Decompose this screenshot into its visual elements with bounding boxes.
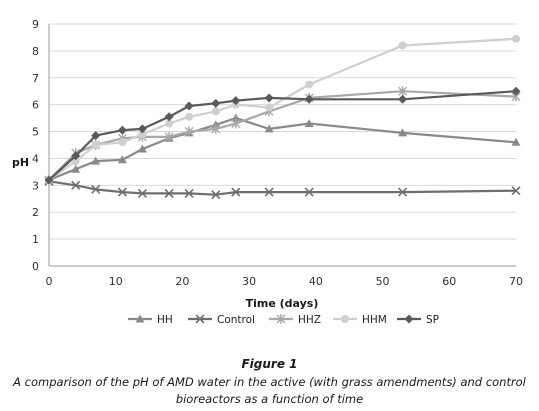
legend-label-hhz: HHZ [298,314,321,326]
legend-swatch-marker [341,315,349,323]
data-point-sp [511,86,521,96]
data-point-hh [398,128,408,137]
legend-item-hhm: HHM [333,314,387,326]
data-point-hhm [91,141,100,149]
axes [48,24,516,267]
data-point-sp [211,98,221,108]
data-point-hhm [165,119,174,128]
data-point-control [71,180,81,190]
data-point-hh [304,118,314,127]
y-tick-label: 0 [32,260,39,273]
figure-description: A comparison of the pH of AMD water in t… [13,375,526,406]
series-hh [44,113,521,184]
data-point-hh [231,113,241,122]
ph-line-chart: 0 1 2 3 4 5 6 7 8 9 0 10 20 30 40 50 60 70 Time (days) pH… [12,18,523,326]
legend-swatch-marker [135,314,145,323]
data-point-hhz [231,118,241,129]
x-axis-title: Time (days) [246,297,319,310]
legend-label-hhm: HHM [362,314,387,326]
y-tick-label: 2 [32,206,39,219]
chart-container: 0 1 2 3 4 5 6 7 8 9 0 10 20 30 40 50 60 70 Time (days) pH… [12,18,523,326]
y-tick-label: 1 [32,233,39,246]
legend-item-control: Control [188,314,255,326]
data-point-sp [304,94,314,104]
data-point-hh [117,155,127,164]
y-tick-label: 7 [32,72,39,85]
data-point-hhm [305,80,314,89]
data-point-hhm [265,103,274,112]
legend-label-control: Control [217,314,255,326]
legend-label-hh: HH [157,314,173,326]
x-tick-label: 70 [509,275,523,288]
data-point-hhm [138,130,147,139]
data-point-sp [231,96,241,106]
data-point-hhz [164,131,174,142]
y-tick-label: 9 [32,18,39,31]
data-point-sp [137,124,147,134]
data-point-control [164,188,174,198]
x-tick-label: 10 [109,275,123,288]
data-point-hh [264,124,274,133]
y-tick-label: 4 [32,152,39,165]
data-point-control [511,186,521,196]
data-point-control [91,184,101,194]
data-point-sp [398,94,408,104]
series-hhm [45,34,520,184]
y-tick-label: 3 [32,179,39,192]
data-point-hhm [398,41,407,50]
data-point-hhm [211,107,220,116]
data-point-hhm [71,157,80,166]
x-tick-label: 40 [309,275,323,288]
y-tick-label: 5 [32,126,39,139]
legend-swatch-marker [404,314,414,324]
data-point-control [264,187,274,197]
data-point-hhz [211,123,221,134]
data-point-control [184,188,194,198]
data-point-sp [44,175,54,185]
data-point-control [117,187,127,197]
series-control [44,176,521,200]
x-tick-label: 20 [175,275,189,288]
y-axis-title: pH [12,156,29,169]
legend-swatch-marker [276,314,286,324]
x-tick-label: 60 [442,275,456,288]
legend-swatch-marker [195,314,205,324]
data-point-hhm [118,138,127,147]
data-point-hhz [398,86,408,97]
data-point-control [304,187,314,197]
data-point-sp [71,151,81,161]
data-point-hhm [185,112,194,121]
legend: HH Control HHZ HHM SP [128,314,439,326]
data-point-hh [511,137,521,146]
legend-item-sp: SP [397,314,439,326]
data-point-control [211,190,221,200]
legend-item-hh: HH [128,314,173,326]
data-point-hh [137,144,147,153]
data-point-hh [91,156,101,165]
data-point-sp [91,131,101,141]
data-point-hh [71,164,81,173]
data-point-control [398,187,408,197]
x-tick-label: 50 [376,275,390,288]
data-point-control [231,187,241,197]
x-tick-label: 30 [242,275,256,288]
legend-item-hhz: HHZ [269,314,321,326]
series-sp [44,86,521,185]
x-tick-label: 0 [46,275,53,288]
data-point-sp [184,101,194,111]
tick-labels: 0 1 2 3 4 5 6 7 8 9 0 10 20 30 40 50 60 70 [32,18,523,288]
data-point-sp [117,125,127,135]
series-line-hh [48,116,517,182]
data-point-hhz [184,126,194,137]
legend-label-sp: SP [426,314,439,326]
data-point-sp [264,93,274,103]
figure-title: Figure 1 [241,357,298,371]
data-point-control [137,188,147,198]
y-tick-label: 8 [32,45,39,58]
y-tick-label: 6 [32,99,39,112]
data-point-hhm [512,34,520,43]
series-lines [44,34,521,200]
figure-caption: Figure 1 A comparison of the pH of AMD w… [0,357,539,408]
data-point-sp [164,112,174,122]
